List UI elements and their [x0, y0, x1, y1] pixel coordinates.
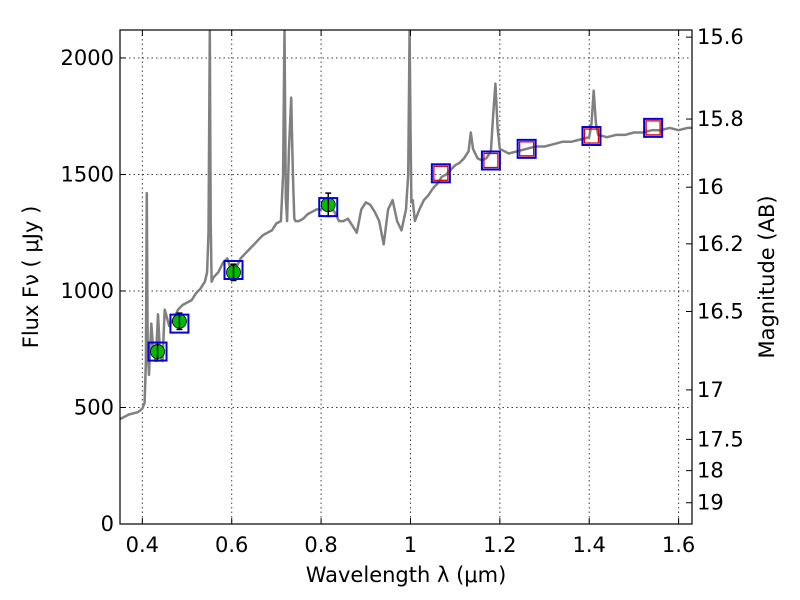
magnitude-tick-label: 19	[697, 491, 724, 515]
plot-frame	[119, 29, 693, 525]
spectrum-layer	[120, 30, 692, 421]
magnitude-tick-label: 15.8	[697, 107, 744, 131]
magnitude-tick-label: 16.5	[697, 299, 744, 323]
model-photometry-blue-square	[147, 341, 168, 362]
x-tick-label: 0.8	[304, 533, 337, 557]
model-photometry-red-square	[433, 165, 449, 181]
spectrum-line	[120, 30, 692, 421]
y-axis-label: Flux Fν ( μJy )	[19, 206, 43, 349]
model-photometry-blue-square	[643, 117, 664, 138]
model-photometry-blue-square	[480, 150, 501, 171]
model-photometry-blue-square	[223, 260, 244, 281]
model-photometry-red-square	[483, 152, 499, 169]
model-photometry-red-square	[519, 141, 535, 157]
y-tick-label: 500	[74, 395, 114, 419]
y-tick-label: 1000	[61, 279, 114, 303]
magnitude-tick-label: 18	[697, 459, 724, 483]
model-photometry-blue-square	[516, 138, 537, 159]
model-photometry-blue-square	[169, 313, 190, 334]
model-photometry-red-square	[645, 120, 661, 136]
y-tick-label: 1500	[61, 162, 114, 186]
model-photometry-blue-square	[430, 163, 451, 184]
magnitude-tick-label: 17.5	[697, 427, 744, 451]
x-tick-label: 0.6	[215, 533, 248, 557]
y-tick-label: 2000	[61, 46, 114, 70]
model-photometry-blue-square	[318, 197, 339, 218]
magnitude-tick-label: 17	[697, 378, 724, 402]
x-tick-label: 0.4	[126, 533, 159, 557]
model-photometry-blue-square	[581, 126, 602, 147]
tick-labels: 0.4 0.6 0.8 1 1.2 1.4 1.6 0 500 1000 1500 2000 15.6 1…	[61, 25, 744, 557]
magnitude-axis-label: Magnitude (AB)	[755, 195, 779, 358]
x-tick-label: 1.6	[662, 533, 695, 557]
x-tick-label: 1.4	[573, 533, 606, 557]
magnitude-tick-label: 16	[697, 175, 724, 199]
magnitude-tick-label: 16.2	[697, 232, 744, 256]
x-tick-label: 1.2	[483, 533, 516, 557]
ticks	[120, 30, 692, 525]
x-tick-label: 1	[404, 533, 417, 557]
magnitude-tick-label: 15.6	[697, 25, 744, 49]
markers	[147, 117, 664, 362]
y-tick-label: 0	[101, 512, 114, 536]
x-axis-label: Wavelength λ (μm)	[306, 563, 507, 587]
model-photometry-red-square	[583, 128, 600, 144]
